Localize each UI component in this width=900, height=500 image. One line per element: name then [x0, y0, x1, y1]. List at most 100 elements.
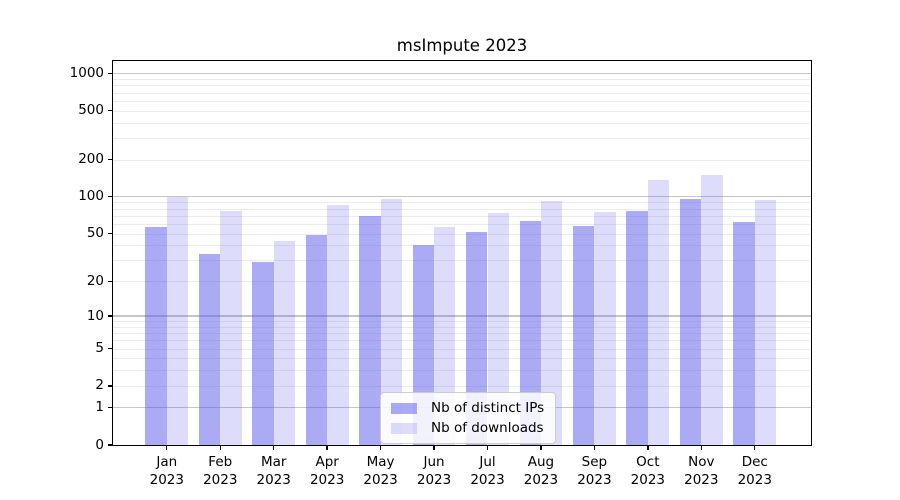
y-tick-mark	[108, 196, 113, 198]
minor-gridline	[113, 245, 811, 247]
legend-swatch-downloads	[391, 422, 417, 434]
minor-gridline	[113, 260, 811, 262]
x-tick-label: Sep 2023	[577, 454, 612, 488]
legend-item-downloads: Nb of downloads	[391, 420, 544, 436]
y-tick-label: 5	[95, 340, 104, 357]
major-gridline	[113, 196, 811, 198]
minor-gridline	[113, 385, 811, 387]
minor-gridline	[113, 370, 811, 372]
y-tick-mark	[108, 315, 113, 317]
x-tick-label: May 2023	[363, 454, 398, 488]
x-tick-label: Apr 2023	[309, 454, 345, 488]
minor-gridline	[113, 202, 811, 204]
bar-downloads-oct	[647, 179, 670, 445]
y-tick-mark	[108, 159, 113, 161]
bar-downloads-apr	[327, 204, 349, 445]
bar-downloads-jun	[434, 226, 456, 445]
minor-gridline	[113, 215, 811, 217]
x-tick-label: Jan 2023	[149, 454, 184, 488]
bar-distinct-ips-jan	[145, 226, 167, 445]
x-tick-mark	[647, 445, 649, 450]
y-tick-label: 1000	[69, 64, 104, 81]
legend-label-downloads: Nb of downloads	[431, 420, 544, 436]
y-tick-mark	[108, 109, 113, 112]
minor-gridline	[113, 138, 811, 140]
minor-gridline	[113, 85, 811, 87]
minor-gridline	[113, 100, 811, 102]
minor-gridline	[113, 233, 811, 235]
x-tick-label: Dec 2023	[737, 454, 772, 488]
bar-downloads-dec	[754, 200, 777, 445]
bar-distinct-ips-mar	[252, 262, 274, 445]
x-tick-mark	[219, 445, 221, 450]
legend-swatch-distinct-ips	[391, 402, 417, 414]
bar-downloads-mar	[273, 241, 296, 445]
bar-distinct-ips-feb	[198, 253, 221, 445]
minor-gridline	[113, 358, 811, 360]
y-tick-mark	[108, 385, 113, 387]
y-tick-label: 10	[86, 307, 104, 324]
x-tick-mark	[433, 445, 435, 450]
x-tick-label: Feb 2023	[203, 454, 238, 488]
bar-distinct-ips-apr	[305, 234, 328, 445]
x-tick-label: Aug 2023	[523, 454, 559, 488]
x-tick-mark	[326, 445, 328, 450]
legend: Nb of distinct IPs Nb of downloads	[380, 392, 557, 444]
x-tick-mark	[700, 445, 702, 450]
x-tick-label: Jul 2023	[470, 454, 505, 488]
plot-area	[113, 61, 811, 445]
bar-downloads-feb	[220, 211, 242, 445]
bar-downloads-jul	[487, 212, 509, 445]
x-tick-label: Jun 2023	[416, 454, 452, 488]
y-tick-label: 50	[86, 225, 104, 242]
bar-distinct-ips-sep	[573, 225, 595, 445]
minor-gridline	[113, 321, 811, 323]
y-tick-mark	[108, 72, 113, 75]
minor-gridline	[113, 79, 811, 81]
legend-item-distinct-ips: Nb of distinct IPs	[391, 400, 544, 416]
y-tick-mark	[108, 347, 113, 350]
y-tick-label: 500	[78, 102, 104, 119]
minor-gridline	[113, 159, 811, 161]
bar-downloads-nov	[701, 175, 723, 445]
y-tick-label: 0	[95, 436, 104, 453]
minor-gridline	[113, 326, 811, 328]
x-tick-mark	[379, 445, 382, 450]
y-tick-mark	[108, 232, 113, 235]
y-tick-mark	[108, 280, 113, 282]
x-tick-mark	[486, 445, 489, 450]
bar-distinct-ips-nov	[679, 198, 702, 445]
minor-gridline	[113, 223, 811, 225]
minor-gridline	[113, 340, 811, 342]
legend-label-distinct-ips: Nb of distinct IPs	[431, 400, 545, 416]
y-tick-mark	[108, 407, 113, 409]
minor-gridline	[113, 122, 811, 124]
bar-distinct-ips-jul	[466, 232, 488, 445]
minor-gridline	[113, 348, 811, 350]
x-tick-mark	[166, 445, 168, 450]
bar-distinct-ips-aug	[519, 221, 541, 445]
x-tick-mark	[540, 445, 542, 450]
bar-distinct-ips-dec	[733, 222, 755, 445]
y-tick-label: 1	[95, 399, 104, 416]
bar-distinct-ips-may	[359, 215, 381, 445]
bar-downloads-jan	[166, 196, 189, 445]
x-tick-label: Oct 2023	[630, 454, 666, 488]
minor-gridline	[113, 92, 811, 94]
chart-title: msImpute 2023	[396, 36, 528, 55]
bar-downloads-sep	[594, 212, 616, 445]
y-tick-label: 20	[86, 272, 104, 289]
y-tick-label: 200	[78, 151, 104, 168]
minor-gridline	[113, 208, 811, 210]
x-tick-mark	[273, 445, 275, 450]
y-tick-mark	[108, 444, 113, 446]
minor-gridline	[113, 333, 811, 335]
major-gridline	[113, 315, 811, 317]
minor-gridline	[113, 281, 811, 283]
minor-gridline	[113, 110, 811, 112]
bar-downloads-may	[380, 198, 402, 445]
x-tick-mark	[754, 445, 756, 450]
major-gridline	[113, 72, 811, 74]
x-tick-label: Nov 2023	[684, 454, 719, 488]
